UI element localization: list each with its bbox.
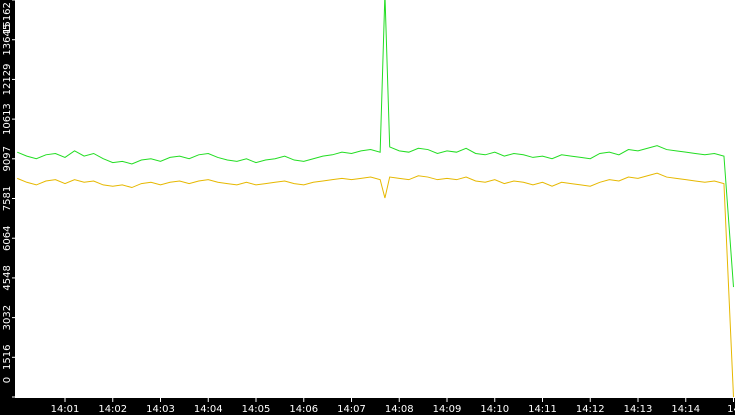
x-tick-label: 14:05 — [242, 404, 271, 415]
y-tick-label: 4548 — [2, 265, 13, 290]
x-tick-label: 14:12 — [576, 404, 605, 415]
plot-area — [17, 0, 734, 397]
x-tick-label: 14:04 — [194, 404, 223, 415]
x-axis-strip — [0, 398, 735, 415]
y-tick-label: 6064 — [2, 225, 13, 250]
x-tick-label: 14:02 — [98, 404, 127, 415]
x-tick-label: 14:01 — [51, 404, 80, 415]
x-tick-label: 14:06 — [289, 404, 318, 415]
y-tick-label: 0 — [2, 377, 13, 383]
x-tick-label: 14:10 — [480, 404, 509, 415]
x-tick-label: 14:11 — [528, 404, 557, 415]
y-tick-label: 13645 — [2, 24, 13, 56]
y-axis-strip — [0, 0, 15, 415]
x-tick-label: 14:14 — [671, 404, 700, 415]
y-tick-label: 9097 — [2, 146, 13, 171]
x-tick-label: 14:09 — [433, 404, 462, 415]
y-tick-label: 7581 — [2, 186, 13, 211]
y-tick-label: 10613 — [2, 103, 13, 135]
x-tick-label: 14:07 — [337, 404, 366, 415]
x-tick-label: 14:03 — [146, 404, 175, 415]
x-tick-label: 14:08 — [385, 404, 414, 415]
y-tick-label: 12129 — [2, 64, 13, 96]
y-tick-label: 1516 — [2, 345, 13, 370]
series-line — [17, 172, 734, 397]
x-tick-label: 14 — [727, 404, 735, 415]
series-line — [17, 0, 734, 288]
y-tick-label: 3032 — [2, 305, 13, 330]
y-tick-label: 15162 — [2, 2, 13, 34]
x-tick-label: 14:13 — [624, 404, 653, 415]
